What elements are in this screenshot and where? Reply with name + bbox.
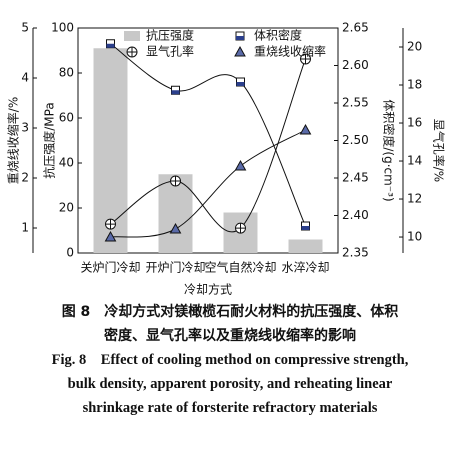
tick-label: 2.50: [342, 133, 369, 147]
caption-line: 密度、显气孔率以及重烧线收缩率的影响: [104, 328, 356, 344]
legend-marker: [235, 31, 245, 41]
tick-label: 2.40: [342, 208, 369, 222]
triangle-point: [299, 123, 312, 135]
tick-label: 2.60: [342, 58, 369, 72]
x-tick-label: 水淬冷却: [281, 260, 329, 275]
tick-label: 20: [59, 201, 74, 215]
caption: 图 8 冷却方式对镁橄榄石耐火材料的抗压强度、体积 密度、显气孔率以及重烧线收缩率…: [0, 300, 460, 420]
circle-point: [235, 222, 246, 234]
series-line: [110, 43, 306, 227]
tick-label: 40: [59, 156, 74, 170]
square-point: [236, 77, 245, 87]
triangle-point: [104, 230, 117, 242]
tick-label: 2.55: [342, 96, 369, 110]
square-point: [106, 39, 115, 49]
y2-axis-title: 体积密度/(g·cm⁻³): [382, 99, 397, 201]
circle-plus: [300, 53, 311, 64]
tick-label: 10: [407, 230, 422, 244]
square-fill: [236, 82, 245, 86]
tick-label: 0: [66, 246, 74, 260]
square-fill: [106, 43, 115, 48]
legend-label: 重烧线收缩率: [254, 44, 326, 59]
circle-plus: [105, 219, 116, 230]
circle-point: [105, 218, 116, 230]
tick-label: 2.65: [342, 21, 369, 35]
x-axis-title: 冷却方式: [184, 282, 232, 297]
legend-label: 抗压强度: [146, 28, 194, 43]
square-point: [171, 85, 180, 95]
y3-axis-title: 显气孔率/%: [432, 119, 447, 182]
tick-label: 14: [407, 154, 422, 168]
caption-line: Fig. 8 Effect of cooling method on compr…: [51, 352, 409, 368]
x-tick-label: 开炉门冷却: [145, 260, 205, 275]
caption-line: 图 8 冷却方式对镁橄榄石耐火材料的抗压强度、体积: [61, 304, 399, 320]
tick-label: 18: [407, 78, 422, 92]
series-line: [110, 58, 306, 233]
tick-label: 12: [407, 192, 422, 206]
square-fill: [301, 226, 310, 230]
chart: 0 20 40 60 80 100 2.35 2.40 2.45 2.50 2.55 2.60 2.65…: [6, 21, 447, 297]
square-fill: [171, 90, 180, 95]
square-fill: [236, 36, 244, 40]
legend-label: 体积密度: [254, 28, 302, 43]
y-axis-title: 抗压强度/MPa: [42, 102, 57, 178]
tick-label: 2.45: [342, 171, 369, 185]
tick-label: 20: [407, 40, 422, 54]
tick-label: 3: [21, 121, 29, 135]
bar: [288, 239, 323, 253]
legend-marker: [234, 45, 246, 57]
triangle-point: [169, 222, 182, 234]
tick-label: 5: [21, 21, 29, 35]
circle-plus: [235, 223, 246, 234]
legend-swatch: [124, 31, 140, 41]
circle-plus: [170, 175, 181, 186]
circle-point: [170, 175, 181, 187]
caption-line: bulk density, apparent porosity, and reh…: [67, 376, 393, 392]
square-point: [301, 221, 310, 231]
tick-label: 1: [21, 221, 29, 235]
triangle-point: [234, 159, 247, 171]
tick-label: 2.35: [342, 246, 369, 260]
tick-label: 100: [51, 21, 74, 35]
tick-label: 80: [59, 66, 74, 80]
series-line: [110, 129, 306, 238]
legend-label: 显气孔率: [146, 44, 194, 59]
legend-marker: [126, 46, 138, 58]
bar: [158, 174, 193, 253]
x-tick-label: 关炉门冷却: [80, 260, 140, 275]
y4-axis-title: 重烧线收缩率/%: [6, 97, 21, 184]
caption-line: shrinkage rate of forsterite refractory …: [82, 400, 378, 416]
circle-plus: [127, 47, 137, 57]
tick-label: 16: [407, 116, 422, 130]
tick-label: 4: [21, 71, 29, 85]
x-tick-label: 空气自然冷却: [204, 260, 276, 275]
tick-label: 60: [59, 111, 74, 125]
circle-point: [300, 53, 311, 65]
tick-label: 2: [21, 171, 29, 185]
